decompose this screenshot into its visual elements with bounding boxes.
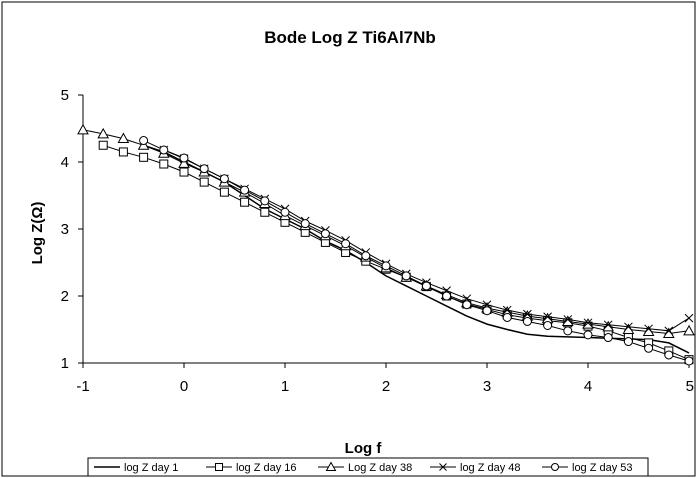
data-point bbox=[381, 261, 391, 271]
data-point bbox=[178, 157, 190, 168]
series-1 bbox=[143, 144, 690, 354]
data-point bbox=[462, 300, 472, 310]
data-point bbox=[522, 316, 532, 326]
y-axis-label: Log Z(Ω) bbox=[29, 202, 46, 265]
x-tick-label: -1 bbox=[76, 378, 89, 395]
data-point bbox=[215, 463, 223, 471]
data-point bbox=[421, 281, 431, 291]
legend-label: Log Z day 38 bbox=[348, 462, 412, 474]
series-5 bbox=[139, 136, 694, 366]
data-point bbox=[97, 127, 110, 139]
legend-item: log Z day 16 bbox=[206, 462, 297, 474]
data-point bbox=[98, 140, 108, 150]
data-point bbox=[139, 152, 149, 162]
data-point bbox=[439, 463, 447, 471]
data-point bbox=[77, 123, 89, 135]
data-point bbox=[401, 271, 411, 281]
data-point bbox=[199, 164, 209, 174]
data-point bbox=[280, 207, 290, 217]
data-point bbox=[644, 343, 654, 353]
data-point bbox=[543, 312, 552, 322]
data-point bbox=[583, 330, 593, 340]
data-point bbox=[159, 159, 169, 169]
data-point bbox=[502, 305, 512, 315]
legend-label: log Z day 1 bbox=[124, 462, 178, 474]
data-point bbox=[683, 324, 695, 336]
data-point bbox=[361, 251, 371, 261]
chart-title: Bode Log Z Ti6Al7Nb bbox=[264, 28, 436, 47]
legend-item: log Z day 53 bbox=[542, 462, 633, 474]
data-point bbox=[561, 315, 574, 326]
legend-box bbox=[87, 457, 649, 477]
data-point bbox=[563, 326, 573, 336]
data-point bbox=[684, 313, 694, 323]
data-point bbox=[602, 320, 615, 332]
data-point bbox=[240, 185, 250, 195]
y-tick-label: 5 bbox=[61, 87, 69, 104]
data-point bbox=[118, 147, 128, 157]
data-point bbox=[159, 145, 169, 155]
data-point bbox=[139, 136, 149, 146]
data-point bbox=[260, 207, 270, 217]
legend-item: log Z day 1 bbox=[94, 462, 178, 474]
y-tick-label: 3 bbox=[61, 221, 69, 238]
data-point bbox=[199, 177, 209, 187]
x-tick-label: 5 bbox=[686, 378, 694, 395]
y-tick-label: 4 bbox=[61, 154, 69, 171]
legend-item: log Z day 48 bbox=[430, 462, 521, 474]
series-line bbox=[143, 144, 690, 354]
data-point bbox=[260, 196, 270, 206]
y-tick-label: 2 bbox=[61, 288, 69, 305]
legend: log Z day 1 log Z day 16 Log Z day 38 log Z… bbox=[87, 457, 649, 477]
x-tick-label: 1 bbox=[281, 378, 289, 395]
legend-label: log Z day 16 bbox=[236, 462, 297, 474]
data-point bbox=[179, 167, 189, 177]
data-point bbox=[563, 315, 573, 324]
plot-area bbox=[77, 123, 695, 366]
data-point bbox=[219, 174, 229, 184]
data-point bbox=[341, 239, 351, 249]
data-point bbox=[583, 318, 593, 328]
data-point bbox=[502, 312, 512, 322]
data-point bbox=[624, 322, 633, 332]
data-point bbox=[623, 337, 633, 347]
data-point bbox=[482, 306, 492, 316]
data-point bbox=[684, 356, 694, 366]
x-tick-label: 4 bbox=[584, 378, 592, 395]
x-tick-label: 0 bbox=[180, 378, 188, 395]
data-point bbox=[603, 320, 613, 330]
axes: 1 2 3 4 5 -1 0 1 2 3 4 5 bbox=[61, 87, 694, 395]
data-point bbox=[179, 153, 189, 163]
data-point bbox=[300, 219, 310, 229]
data-point bbox=[523, 309, 532, 319]
data-point bbox=[664, 326, 674, 336]
legend-label: log Z day 48 bbox=[460, 462, 521, 474]
series-line bbox=[143, 140, 690, 362]
data-point bbox=[543, 320, 553, 330]
data-point bbox=[644, 324, 653, 334]
data-point bbox=[325, 461, 337, 471]
data-point bbox=[603, 333, 613, 343]
x-axis-label: Log f bbox=[345, 440, 383, 457]
x-tick-label: 3 bbox=[483, 378, 491, 395]
data-point bbox=[219, 187, 229, 197]
data-point bbox=[664, 350, 674, 360]
data-point bbox=[551, 463, 559, 471]
y-tick-label: 1 bbox=[61, 355, 69, 372]
data-point bbox=[117, 132, 130, 144]
data-point bbox=[320, 229, 330, 239]
x-tick-label: 2 bbox=[382, 378, 390, 395]
legend-item: Log Z day 38 bbox=[318, 461, 412, 474]
legend-label: log Z day 53 bbox=[572, 462, 633, 474]
data-point bbox=[240, 197, 250, 207]
data-point bbox=[442, 291, 452, 301]
